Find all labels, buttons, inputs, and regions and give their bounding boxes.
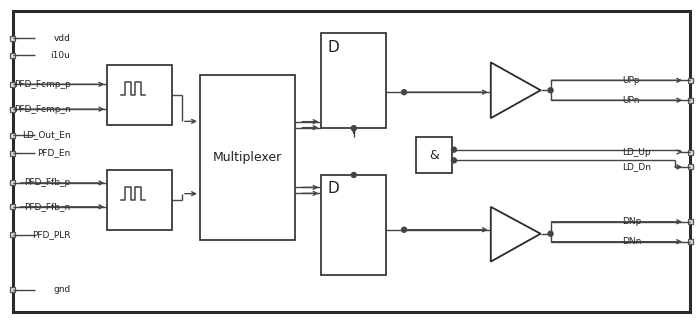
Text: i10u: i10u [50,51,71,60]
Text: D: D [328,182,340,196]
Circle shape [402,90,407,95]
Text: gnd: gnd [53,285,71,294]
Text: DNn: DNn [622,237,642,246]
Text: LD_Up: LD_Up [622,148,651,157]
Bar [107,65,172,125]
Circle shape [452,147,456,152]
Bar [10,133,15,138]
Bar [10,107,15,112]
Text: &: & [429,149,439,162]
Circle shape [351,126,356,130]
Circle shape [402,227,407,232]
Text: vdd: vdd [53,34,71,43]
Bar [416,137,452,173]
Bar [10,53,15,58]
Text: LD_Out_En: LD_Out_En [22,130,71,140]
Bar [321,175,386,275]
Bar [10,232,15,237]
Text: Multiplexer: Multiplexer [213,151,282,164]
Bar [321,34,386,128]
Circle shape [548,231,553,236]
Text: PFD_En: PFD_En [37,149,71,158]
Text: PFD_Fcmp_p: PFD_Fcmp_p [13,80,71,89]
Text: DNp: DNp [622,217,642,226]
Text: PFD_Fcmp_n: PFD_Fcmp_n [13,105,71,114]
Bar [687,98,692,103]
Text: PFD_Ffb_n: PFD_Ffb_n [24,202,71,211]
Text: PFD_PLR: PFD_PLR [32,230,71,239]
Bar [687,239,692,244]
Bar [200,75,295,240]
Text: D: D [328,40,340,55]
Bar [10,287,15,292]
Bar [687,219,692,224]
Text: PFD_Ffb_p: PFD_Ffb_p [24,178,71,187]
Bar [687,78,692,83]
Text: LD_Dn: LD_Dn [622,162,651,172]
Circle shape [452,158,456,163]
Bar [10,181,15,185]
Circle shape [548,88,553,93]
Bar [10,204,15,209]
Text: UPn: UPn [622,96,640,105]
Bar [10,82,15,87]
Text: UPp: UPp [622,76,640,85]
Bar [10,36,15,41]
Bar [687,164,692,170]
Bar [10,151,15,155]
Circle shape [351,172,356,177]
Bar [687,150,692,154]
Bar [107,170,172,230]
